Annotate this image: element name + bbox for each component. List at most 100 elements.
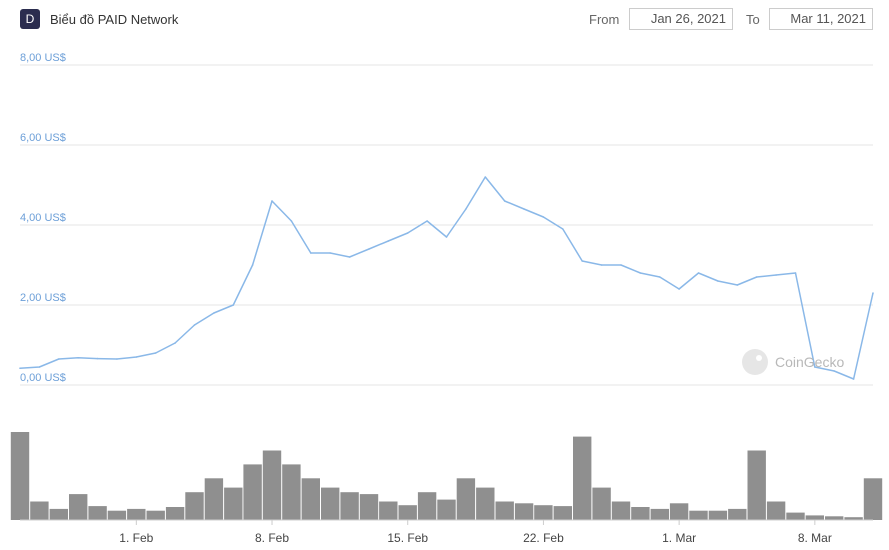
volume-bar: [825, 516, 844, 520]
volume-bar: [30, 501, 49, 520]
price-point: [290, 220, 293, 222]
y-tick-label: 6,00 US$: [20, 132, 66, 144]
price-point: [697, 272, 700, 274]
price-point: [736, 284, 739, 286]
x-tick-label: 1. Feb: [119, 531, 153, 545]
price-point: [19, 367, 21, 370]
x-tick-label: 8. Mar: [798, 531, 832, 545]
volume-bar: [262, 450, 282, 520]
volume-bar: [863, 478, 883, 520]
chart-grid: [20, 64, 873, 386]
volume-bar: [495, 501, 514, 520]
price-point: [445, 236, 448, 238]
price-point: [542, 216, 545, 218]
volume-bar: [689, 510, 708, 520]
y-tick-label: 2,00 US$: [20, 292, 66, 304]
price-point: [329, 252, 332, 254]
volume-bar: [708, 510, 728, 520]
volume-bar: [359, 494, 379, 520]
price-point: [678, 288, 680, 290]
price-point: [310, 252, 312, 254]
price-point: [38, 366, 41, 368]
volume-bar: [301, 478, 320, 520]
price-point: [251, 264, 254, 266]
price-point: [659, 276, 661, 278]
volume-bar: [146, 510, 165, 520]
volume-bar: [592, 487, 611, 520]
volume-bar: [417, 492, 437, 520]
volume-bar: [669, 503, 689, 520]
date-axis: 1. Feb 8. Feb 15. Feb 22. Feb 1. Mar 8. Mar: [119, 520, 832, 545]
volume-bar: [398, 505, 417, 520]
volume-bar: [573, 436, 592, 520]
volume-bar: [456, 478, 476, 520]
coingecko-watermark: CoinGecko: [742, 349, 844, 375]
price-point: [213, 312, 215, 314]
price-point: [794, 272, 797, 274]
price-point: [833, 370, 835, 372]
y-tick-label: 8,00 US$: [20, 52, 66, 64]
price-point: [465, 208, 467, 210]
price-point: [717, 280, 719, 282]
coingecko-icon: [742, 349, 768, 375]
x-tick-label: 15. Feb: [387, 531, 428, 545]
coingecko-icon-eye: [756, 355, 762, 361]
volume-bar: [224, 487, 243, 520]
volume-bar: [553, 506, 572, 520]
chart-header: D Biểu đồ PAID Network From Jan 26, 2021…: [0, 0, 889, 40]
volume-bar: [165, 507, 185, 520]
price-point: [503, 200, 506, 202]
volume-bar: [10, 432, 30, 520]
price-point: [348, 256, 351, 258]
volume-bar: [844, 517, 863, 520]
price-point: [852, 378, 855, 380]
price-point: [872, 292, 874, 294]
volume-bar: [88, 506, 107, 520]
x-tick-label: 22. Feb: [523, 531, 564, 545]
volume-bar: [476, 487, 495, 520]
volume-bar: [379, 501, 398, 520]
price-point: [58, 358, 60, 360]
volume-bar: [650, 508, 669, 520]
price-point: [116, 358, 118, 360]
volume-bar: [321, 487, 340, 520]
from-date-input[interactable]: Jan 26, 2021: [629, 8, 733, 30]
price-point: [775, 274, 777, 276]
volume-bar: [631, 507, 650, 520]
to-date-input[interactable]: Mar 11, 2021: [769, 8, 873, 30]
price-axis: 8,00 US$ 6,00 US$ 4,00 US$ 2,00 US$ 0,00 US$: [20, 52, 66, 384]
price-line: [19, 176, 874, 380]
volume-bar: [766, 501, 786, 520]
price-volume-chart: 8,00 US$ 6,00 US$ 4,00 US$ 2,00 US$ 0,00 US$…: [10, 52, 883, 545]
price-point: [232, 304, 235, 306]
x-tick-label: 8. Feb: [255, 531, 289, 545]
price-point: [620, 264, 622, 266]
price-point: [484, 176, 487, 178]
price-point: [368, 248, 370, 250]
volume-bar: [204, 478, 224, 520]
price-point: [154, 352, 157, 354]
price-point: [639, 272, 642, 274]
price-point: [174, 342, 176, 344]
y-tick-label: 4,00 US$: [20, 212, 66, 224]
price-point: [814, 366, 816, 368]
price-point: [77, 357, 79, 359]
volume-bar: [282, 464, 301, 520]
to-label: To: [746, 12, 760, 27]
volume-bar: [514, 503, 534, 520]
y-tick-label: 0,00 US$: [20, 372, 66, 384]
price-point: [600, 264, 603, 266]
volume-bar: [534, 505, 553, 520]
coingecko-watermark-text: CoinGecko: [775, 354, 844, 370]
price-point: [193, 324, 196, 326]
from-label: From: [589, 12, 620, 27]
chart-title: Biểu đồ PAID Network: [50, 12, 179, 27]
volume-bar: [69, 494, 88, 520]
volume-bar: [340, 492, 359, 520]
volume-bar: [243, 464, 262, 520]
volume-bar: [747, 450, 766, 520]
price-point: [271, 200, 273, 202]
volume-bar: [185, 492, 204, 520]
volume-bar: [107, 510, 127, 520]
volume-bar: [437, 499, 456, 520]
